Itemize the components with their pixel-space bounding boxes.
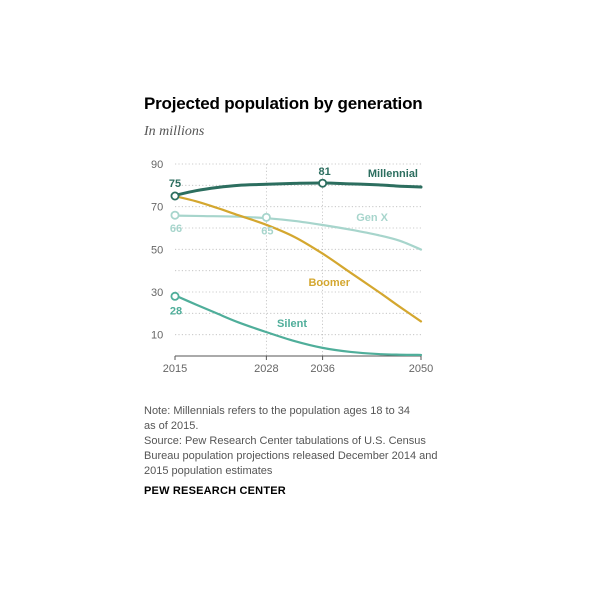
- data-point-marker: [318, 178, 328, 188]
- x-tick-label: 2050: [409, 363, 433, 375]
- x-tick-label: 2015: [163, 363, 187, 375]
- x-tick-label: 2036: [310, 363, 334, 375]
- series-label: Silent: [277, 318, 307, 330]
- y-tick-label: 30: [151, 287, 163, 299]
- data-point-marker: [170, 210, 180, 220]
- data-label: 65: [261, 225, 273, 237]
- series-layer: [173, 181, 423, 357]
- data-point-marker: [170, 191, 180, 201]
- series-label: Gen X: [356, 212, 388, 224]
- data-label: 81: [318, 166, 330, 178]
- data-label: 28: [170, 305, 182, 317]
- data-point-marker: [170, 291, 180, 301]
- axis-layer: 10 30 50 70 90 2015 2028 2036 2050: [151, 159, 433, 375]
- chart-title: Projected population by generation: [144, 94, 423, 113]
- chart-notes: Note: Millennials refers to the populati…: [144, 404, 464, 479]
- series-label: Millennial: [368, 168, 418, 180]
- series-line-millennial: [173, 181, 423, 197]
- y-tick-label: 90: [151, 159, 163, 171]
- data-label: 66: [170, 223, 182, 235]
- data-label: 75: [169, 178, 181, 190]
- source-line: Source: Pew Research Center tabulations …: [144, 435, 426, 447]
- note-line: as of 2015.: [144, 420, 199, 432]
- marker-layer: [170, 178, 328, 301]
- y-tick-label: 70: [151, 202, 163, 214]
- source-line: 2015 population estimates: [144, 465, 273, 477]
- series-label: Boomer: [308, 277, 350, 289]
- source-organization: PEW RESEARCH CENTER: [144, 485, 286, 497]
- series-line-silent: [173, 294, 423, 357]
- source-line: Bureau population projections released D…: [144, 450, 438, 462]
- series-line-boomer: [173, 195, 423, 323]
- note-line: Note: Millennials refers to the populati…: [144, 405, 410, 417]
- chart-subtitle: In millions: [144, 124, 205, 139]
- label-layer: Millennial Gen X Boomer Silent 75 81 66 65 28: [169, 166, 418, 330]
- series-line-gen-x: [173, 214, 423, 251]
- y-tick-label: 50: [151, 244, 163, 256]
- y-tick-label: 10: [151, 330, 163, 342]
- data-point-marker: [261, 212, 271, 222]
- x-tick-label: 2028: [254, 363, 278, 375]
